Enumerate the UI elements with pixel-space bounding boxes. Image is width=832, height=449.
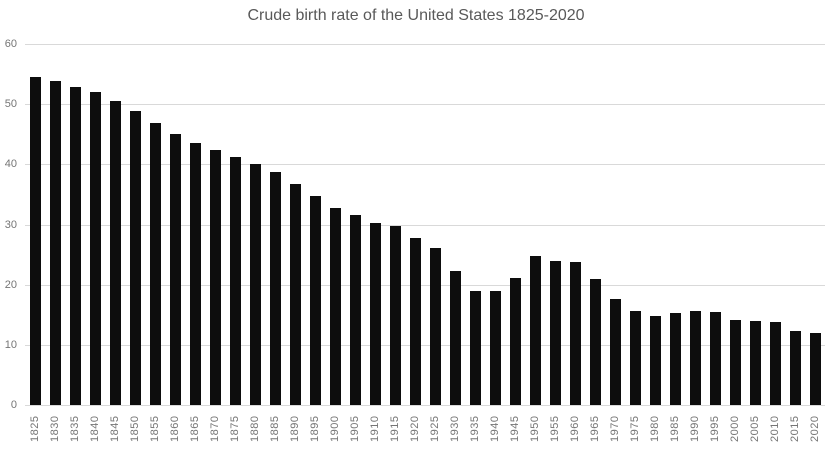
bar-1950 <box>529 256 541 405</box>
x-axis-tick-label: 2015 <box>789 415 801 443</box>
bar-1855 <box>149 123 161 405</box>
y-axis-tick-label: 20 <box>4 278 17 291</box>
gridline <box>25 104 825 106</box>
bar-1905 <box>349 215 361 405</box>
bar-1990 <box>689 311 701 405</box>
x-axis-tick-label: 2020 <box>809 415 821 443</box>
x-axis-tick-label: 1960 <box>569 415 581 443</box>
x-axis-tick-label: 1910 <box>369 415 381 443</box>
bar-1910 <box>369 223 381 405</box>
y-axis-tick-label: 0 <box>10 399 17 411</box>
x-axis-tick-label: 1980 <box>649 415 661 443</box>
bar-1920 <box>409 237 421 405</box>
bar-1985 <box>669 312 681 405</box>
x-axis-tick-label: 1955 <box>549 415 561 443</box>
bar-1865 <box>189 143 201 405</box>
x-axis-tick-label: 1895 <box>309 415 321 443</box>
x-axis-tick-label: 1940 <box>489 415 501 443</box>
bar-1965 <box>589 278 601 405</box>
bar-1930 <box>449 270 461 405</box>
plot-area <box>25 44 825 406</box>
bar-1915 <box>389 226 401 405</box>
x-axis-tick-label: 1970 <box>609 415 621 443</box>
bar-1825 <box>29 76 41 405</box>
gridline <box>25 164 825 166</box>
x-axis-tick-label: 2000 <box>729 415 741 443</box>
x-axis-tick-label: 1890 <box>289 415 301 443</box>
x-axis-tick-label: 1985 <box>669 415 681 443</box>
x-axis-tick-label: 2005 <box>749 415 761 443</box>
x-axis-tick-label: 1945 <box>509 415 521 443</box>
y-axis-tick-label: 50 <box>4 98 17 111</box>
bar-1945 <box>509 278 521 405</box>
x-axis-tick-label: 1925 <box>429 415 441 443</box>
gridline <box>25 344 825 346</box>
y-axis-tick-label: 30 <box>4 218 17 231</box>
gridline <box>25 44 825 45</box>
bar-1935 <box>469 290 481 405</box>
x-axis-tick-label: 1860 <box>169 415 181 443</box>
x-axis-tick-label: 1845 <box>109 415 121 443</box>
x-axis-tick-label: 1850 <box>129 415 141 443</box>
bar-2010 <box>769 321 781 405</box>
bar-1980 <box>649 315 661 405</box>
bar-2005 <box>749 321 761 405</box>
bar-1830 <box>49 81 61 405</box>
bar-1880 <box>249 163 261 405</box>
bar-1955 <box>549 260 561 405</box>
bar-1885 <box>269 172 281 405</box>
y-axis-tick-label: 40 <box>4 158 17 171</box>
x-axis-tick-label: 1900 <box>329 415 341 443</box>
bar-1975 <box>629 311 641 405</box>
gridline <box>25 284 825 286</box>
bar-1895 <box>309 195 321 405</box>
y-axis-tick-label: 10 <box>4 338 17 351</box>
gridline <box>25 224 825 226</box>
x-axis-tick-label: 1920 <box>409 415 421 443</box>
bar-1940 <box>489 291 501 405</box>
bar-1970 <box>609 299 621 405</box>
bar-1835 <box>69 86 81 405</box>
x-axis-tick-label: 1950 <box>529 415 541 443</box>
bar-1900 <box>329 207 341 405</box>
bar-1995 <box>709 311 721 405</box>
x-axis-tick-label: 1915 <box>389 415 401 443</box>
bar-1960 <box>569 262 581 405</box>
x-axis-tick-label: 1835 <box>69 415 81 443</box>
x-axis-tick-label: 1865 <box>189 415 201 443</box>
x-axis-tick-label: 2010 <box>769 415 781 443</box>
x-axis-tick-label: 1855 <box>149 415 161 443</box>
chart-title: Crude birth rate of the United States 18… <box>247 7 585 24</box>
bar-2020 <box>809 333 821 405</box>
x-axis-tick-label: 1825 <box>29 415 41 443</box>
x-axis-tick-label: 1990 <box>689 415 701 443</box>
bar-1925 <box>429 247 441 405</box>
y-axis-tick-label: 60 <box>4 38 17 50</box>
bar-1850 <box>129 111 141 405</box>
x-axis-tick-label: 1975 <box>629 415 641 443</box>
x-axis-tick-label: 1905 <box>349 415 361 443</box>
x-axis-tick-label: 1880 <box>249 415 261 443</box>
bar-2000 <box>729 319 741 405</box>
x-axis-tick-label: 1885 <box>269 415 281 443</box>
bar-1870 <box>209 149 221 405</box>
bar-1845 <box>109 101 121 405</box>
x-axis-tick-label: 1870 <box>209 415 221 443</box>
x-axis-tick-label: 1995 <box>709 415 721 443</box>
x-axis-tick-label: 1830 <box>49 415 61 443</box>
bar-1890 <box>289 184 301 405</box>
bar-1840 <box>89 91 101 405</box>
x-axis-tick-label: 1965 <box>589 415 601 443</box>
x-axis-tick-label: 1875 <box>229 415 241 443</box>
bar-2015 <box>789 331 801 405</box>
bar-1860 <box>169 133 181 405</box>
bar-1875 <box>229 156 241 405</box>
x-axis-tick-label: 1935 <box>469 415 481 443</box>
x-axis-tick-label: 1840 <box>89 415 101 443</box>
x-axis-tick-label: 1930 <box>449 415 461 443</box>
